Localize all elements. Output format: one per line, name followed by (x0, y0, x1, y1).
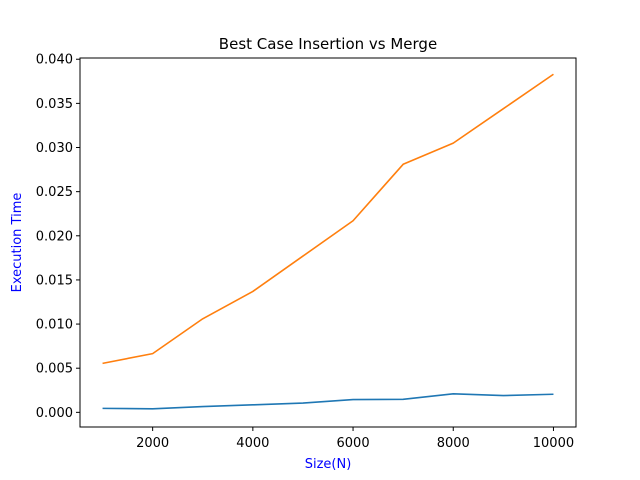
series-layer (102, 73, 554, 410)
x-axis-label: Size(N) (305, 457, 352, 472)
y-tick-label: 0.035 (36, 97, 73, 112)
series-line-2 (102, 73, 554, 365)
x-tick-label: 4000 (236, 436, 269, 451)
chart-title: Best Case Insertion vs Merge (219, 35, 437, 53)
x-tick-label: 10000 (533, 436, 574, 451)
y-tick-label: 0.030 (36, 141, 73, 156)
plot-area-frame (79, 57, 577, 428)
y-tick-label: 0.010 (36, 318, 73, 333)
y-tick-label: 0.005 (36, 362, 73, 377)
y-axis-ticks: 0.000 0.005 0.010 0.015 0.020 0.025 0.030 0.035… (36, 53, 80, 421)
y-tick-label: 0.025 (36, 185, 73, 200)
y-tick-label: 0.000 (36, 406, 73, 421)
x-tick-label: 8000 (437, 436, 470, 451)
x-tick-label: 2000 (136, 436, 169, 451)
series-line-1 (102, 393, 554, 410)
y-axis-label: Execution Time (10, 193, 25, 293)
x-tick-label: 6000 (337, 436, 370, 451)
y-tick-label: 0.040 (36, 53, 73, 68)
y-tick-label: 0.020 (36, 229, 73, 244)
y-tick-label: 0.015 (36, 273, 73, 288)
x-axis-ticks: 2000 4000 6000 8000 10000 (136, 427, 574, 451)
